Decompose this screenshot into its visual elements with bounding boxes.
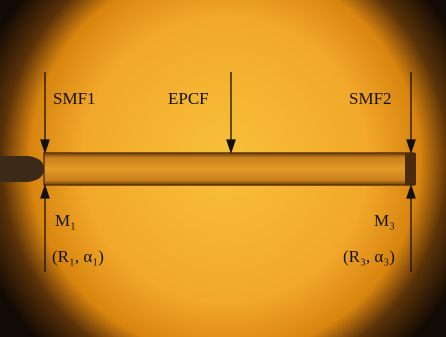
label: M₃	[374, 211, 395, 230]
smf2-end	[405, 153, 416, 185]
micrograph: SMF1 EPCF SMF2 M₁ (R₁, α₁) M₃ (R₃, α₃)	[0, 0, 446, 337]
label: SMF1	[53, 89, 96, 108]
label: EPCF	[168, 89, 209, 108]
label: (R₁, α₁)	[52, 247, 104, 266]
label: (R₃, α₃)	[343, 247, 395, 266]
label: M₁	[55, 211, 76, 230]
label: SMF2	[349, 89, 392, 108]
smf1-fiber	[0, 156, 44, 182]
epcf-fiber	[44, 153, 414, 185]
